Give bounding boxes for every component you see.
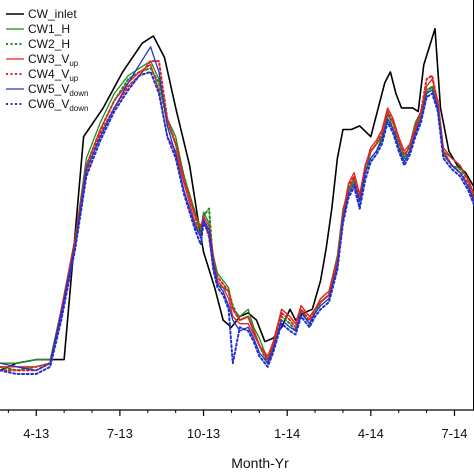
series-line-cw5-vdown xyxy=(0,46,474,372)
legend-label: CW5_Vdown xyxy=(28,82,88,98)
x-tick-label: 4-14 xyxy=(358,426,384,441)
plot-series-lines xyxy=(0,28,474,375)
x-tick-label: 1-14 xyxy=(274,426,300,441)
legend-label: CW6_Vdown xyxy=(28,97,88,113)
x-axis-title: Month-Yr xyxy=(231,455,289,471)
x-tick-label: 4-13 xyxy=(23,426,49,441)
x-tick-label: 7-13 xyxy=(107,426,133,441)
legend: CW_inletCW1_HCW2_HCW3_VupCW4_VupCW5_Vdow… xyxy=(6,7,88,113)
legend-label: CW_inlet xyxy=(28,7,77,21)
legend-label: CW4_Vup xyxy=(28,67,79,83)
series-line-cw6-vdown xyxy=(0,70,474,375)
legend-label: CW3_Vup xyxy=(28,52,79,68)
series-line-cw4-vup xyxy=(0,60,474,372)
legend-label: CW1_H xyxy=(28,22,70,36)
legend-label: CW2_H xyxy=(28,37,70,51)
x-tick-label: 10-13 xyxy=(187,426,220,441)
x-tick-label: 7-14 xyxy=(441,426,467,441)
series-line-cw2-h xyxy=(0,67,474,372)
